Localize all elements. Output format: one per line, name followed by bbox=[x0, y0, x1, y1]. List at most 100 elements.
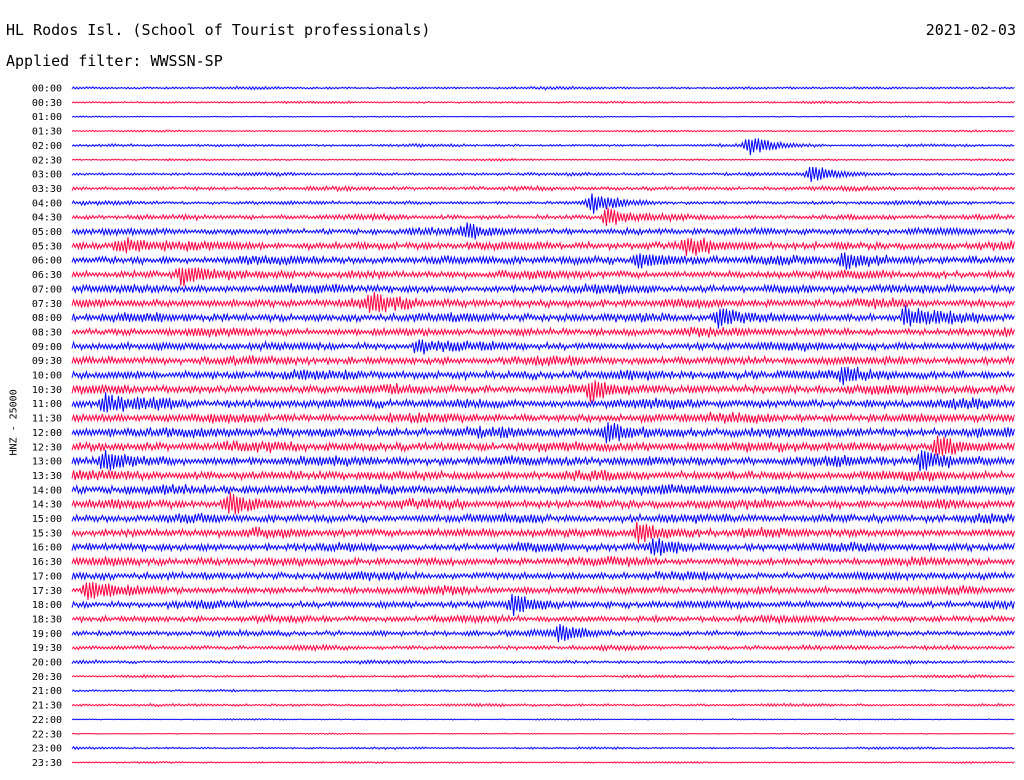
filter-label: Applied filter: WWSSN-SP bbox=[6, 52, 223, 70]
row-time-label: 03:30 bbox=[32, 184, 62, 195]
trace-row bbox=[71, 582, 1015, 600]
trace-row bbox=[71, 483, 1015, 496]
row-time-label: 18:00 bbox=[32, 600, 62, 611]
row-time-label: 21:00 bbox=[32, 686, 62, 697]
row-time-label: 08:00 bbox=[32, 313, 62, 324]
trace-row bbox=[71, 115, 1015, 118]
row-time-label: 13:30 bbox=[32, 471, 62, 482]
seismic-traces bbox=[71, 85, 1015, 765]
trace-row bbox=[71, 658, 1015, 666]
row-time-label: 20:00 bbox=[32, 658, 62, 669]
trace-row bbox=[71, 291, 1015, 313]
row-time-label: 22:00 bbox=[32, 715, 62, 726]
row-time-label: 23:00 bbox=[32, 744, 62, 755]
row-time-label: 03:00 bbox=[32, 170, 62, 181]
trace-row bbox=[71, 732, 1015, 736]
row-time-label: 11:30 bbox=[32, 414, 62, 425]
trace-row bbox=[71, 222, 1015, 240]
trace-row bbox=[71, 537, 1015, 556]
trace-row bbox=[71, 392, 1015, 413]
row-time-label: 12:00 bbox=[32, 428, 62, 439]
row-time-label: 21:30 bbox=[32, 701, 62, 712]
trace-row bbox=[71, 435, 1015, 456]
row-time-label: 15:00 bbox=[32, 514, 62, 525]
row-time-label: 02:00 bbox=[32, 141, 62, 152]
row-time-label: 13:00 bbox=[32, 457, 62, 468]
trace-row bbox=[71, 422, 1015, 444]
trace-row bbox=[71, 702, 1015, 708]
row-time-label: 14:30 bbox=[32, 500, 62, 511]
row-time-label: 11:00 bbox=[32, 399, 62, 410]
trace-row bbox=[71, 555, 1015, 568]
row-time-label: 04:00 bbox=[32, 198, 62, 209]
trace-row bbox=[71, 193, 1015, 214]
trace-row bbox=[71, 157, 1015, 162]
row-time-label: 15:30 bbox=[32, 528, 62, 539]
trace-row bbox=[71, 267, 1015, 287]
row-time-label: 22:30 bbox=[32, 729, 62, 740]
trace-row bbox=[71, 449, 1015, 472]
trace-row bbox=[71, 717, 1015, 721]
row-time-label: 01:00 bbox=[32, 112, 62, 123]
row-time-label: 08:30 bbox=[32, 327, 62, 338]
row-time-label: 16:30 bbox=[32, 557, 62, 568]
trace-row bbox=[71, 207, 1015, 227]
trace-row bbox=[71, 469, 1015, 482]
row-time-label: 00:30 bbox=[32, 98, 62, 109]
trace-row bbox=[71, 237, 1015, 256]
row-time-label: 17:00 bbox=[32, 571, 62, 582]
row-time-label: 12:30 bbox=[32, 442, 62, 453]
station-title: HL Rodos Isl. (School of Tourist profess… bbox=[6, 21, 431, 39]
trace-row bbox=[71, 282, 1015, 296]
trace-row bbox=[71, 593, 1015, 616]
trace-row bbox=[71, 138, 1015, 156]
row-time-label: 05:30 bbox=[32, 241, 62, 252]
trace-row bbox=[71, 521, 1015, 544]
row-time-label: 00:00 bbox=[32, 84, 62, 95]
trace-row bbox=[71, 570, 1015, 582]
trace-row bbox=[71, 326, 1015, 338]
row-time-label: 04:30 bbox=[32, 213, 62, 224]
trace-row bbox=[71, 760, 1015, 765]
trace-row bbox=[71, 688, 1015, 693]
row-time-label: 02:30 bbox=[32, 155, 62, 166]
row-time-label: 09:30 bbox=[32, 356, 62, 367]
row-time-label: 07:00 bbox=[32, 284, 62, 295]
row-time-label: 14:00 bbox=[32, 485, 62, 496]
time-tick-labels: 00:00 00:30 01:00 01:30 02:00 02:30 03:00 03:30… bbox=[32, 84, 62, 769]
trace-row bbox=[71, 339, 1015, 355]
row-time-label: 23:30 bbox=[32, 758, 62, 769]
row-time-label: 10:30 bbox=[32, 385, 62, 396]
row-time-label: 09:00 bbox=[32, 342, 62, 353]
trace-row bbox=[71, 492, 1015, 515]
trace-row bbox=[71, 512, 1015, 525]
date-label: 2021-02-03 bbox=[925, 21, 1016, 39]
trace-row bbox=[71, 166, 1015, 182]
trace-row bbox=[71, 380, 1015, 403]
row-time-label: 18:30 bbox=[32, 614, 62, 625]
trace-row bbox=[71, 252, 1015, 270]
trace-row bbox=[71, 613, 1015, 625]
trace-row bbox=[71, 85, 1015, 91]
trace-row bbox=[71, 624, 1015, 643]
trace-row bbox=[71, 305, 1015, 329]
row-time-label: 19:00 bbox=[32, 629, 62, 640]
row-time-label: 20:30 bbox=[32, 672, 62, 683]
trace-row bbox=[71, 100, 1015, 105]
row-time-label: 06:30 bbox=[32, 270, 62, 281]
trace-row bbox=[71, 411, 1015, 425]
trace-row bbox=[71, 673, 1015, 679]
trace-row bbox=[71, 745, 1015, 751]
row-time-label: 06:00 bbox=[32, 256, 62, 267]
trace-row bbox=[71, 354, 1015, 367]
trace-row bbox=[71, 184, 1015, 193]
trace-row bbox=[71, 129, 1015, 133]
row-time-label: 10:00 bbox=[32, 371, 62, 382]
trace-row bbox=[71, 643, 1015, 653]
row-time-label: 01:30 bbox=[32, 127, 62, 138]
row-time-label: 16:00 bbox=[32, 543, 62, 554]
row-time-label: 07:30 bbox=[32, 299, 62, 310]
row-time-label: 17:30 bbox=[32, 586, 62, 597]
trace-row bbox=[71, 366, 1015, 386]
